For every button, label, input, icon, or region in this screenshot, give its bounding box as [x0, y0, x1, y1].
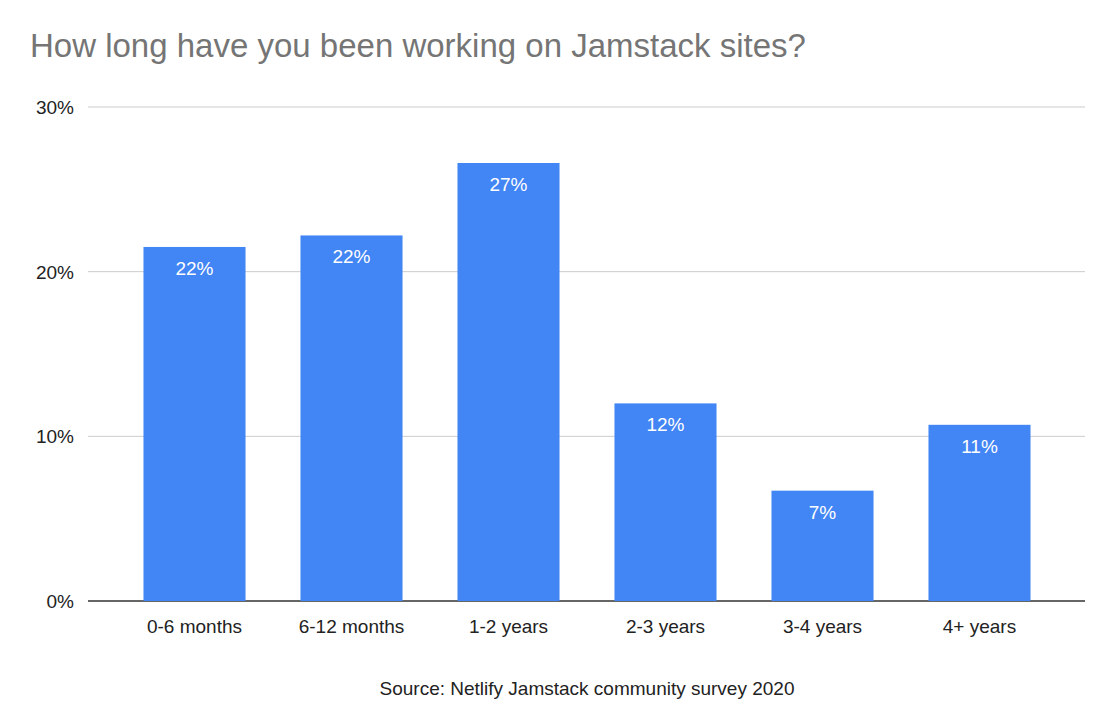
bar	[457, 163, 559, 601]
x-tick-label: 1-2 years	[469, 616, 548, 637]
x-tick-label: 2-3 years	[626, 616, 705, 637]
bar	[928, 425, 1030, 601]
data-label: 11%	[961, 436, 998, 457]
data-label: 22%	[175, 258, 213, 279]
grid-line	[88, 107, 1085, 108]
data-label: 27%	[489, 174, 527, 195]
x-tick-label: 0-6 months	[147, 616, 242, 637]
y-tick-label: 30%	[36, 97, 74, 118]
data-label: 22%	[332, 246, 370, 267]
source-note: Source: Netlify Jamstack community surve…	[380, 678, 795, 699]
bars	[143, 163, 1030, 601]
data-label: 12%	[646, 414, 684, 435]
data-label: 7%	[809, 502, 837, 523]
labels: 22% 0-6 months 22% 6-12 months 27% 1-2 years 1…	[147, 174, 1016, 637]
x-tick-label: 6-12 months	[299, 616, 405, 637]
y-tick-label: 20%	[36, 262, 74, 283]
chart: How long have you been working on Jamsta…	[0, 0, 1116, 726]
x-tick-label: 3-4 years	[783, 616, 862, 637]
bar	[614, 403, 716, 601]
bar	[143, 247, 245, 601]
bar	[771, 491, 873, 601]
y-tick-label: 0%	[47, 591, 75, 612]
bar	[300, 235, 402, 601]
x-tick-label: 4+ years	[943, 616, 1016, 637]
chart-title: How long have you been working on Jamsta…	[30, 27, 806, 64]
y-tick-label: 10%	[36, 426, 74, 447]
